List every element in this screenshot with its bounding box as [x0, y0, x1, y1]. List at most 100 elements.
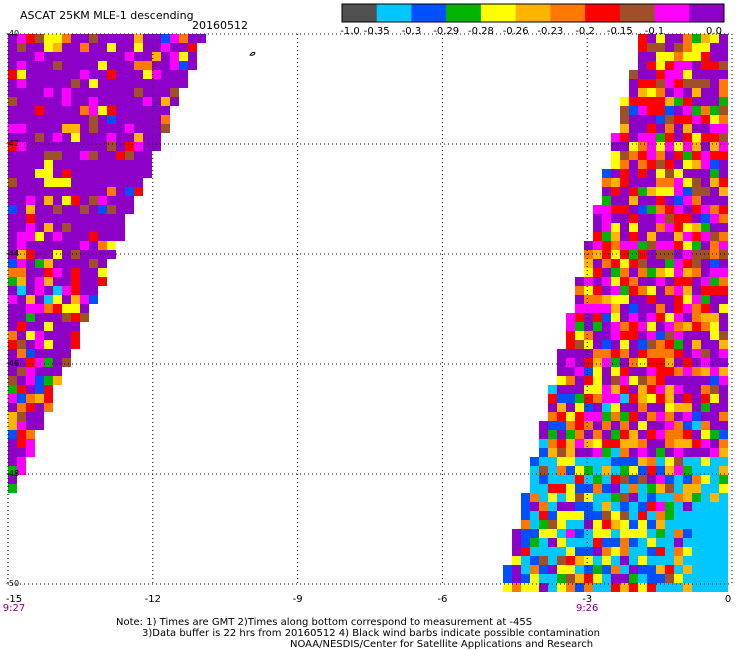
swath-cell: [134, 169, 143, 178]
swath-cell: [620, 430, 629, 439]
swath-cell: [719, 250, 728, 259]
swath-cell: [611, 439, 620, 448]
swath-cell: [692, 511, 701, 520]
swath-cell: [89, 187, 98, 196]
swath-cell: [656, 322, 665, 331]
swath-cell: [620, 349, 629, 358]
swath-cell: [26, 205, 35, 214]
swath-cell: [665, 493, 674, 502]
swath-cell: [548, 538, 557, 547]
swath-cell: [548, 430, 557, 439]
swath-cell: [152, 52, 161, 61]
swath-cell: [629, 529, 638, 538]
time-label: 9:26: [575, 603, 599, 614]
swath-cell: [683, 583, 692, 592]
swath-cell: [575, 304, 584, 313]
swath-cell: [683, 187, 692, 196]
swath-cell: [665, 502, 674, 511]
colorbar-label: -0.35: [363, 26, 390, 37]
swath-cell: [107, 178, 116, 187]
swath-cell: [638, 547, 647, 556]
swath-cell: [26, 106, 35, 115]
swath-cell: [107, 43, 116, 52]
swath-cell: [656, 547, 665, 556]
swath-cell: [638, 529, 647, 538]
swath-cell: [143, 97, 152, 106]
swath-cell: [629, 358, 638, 367]
swath-cell: [26, 268, 35, 277]
swath-cell: [53, 160, 62, 169]
swath-cell: [503, 583, 512, 592]
swath-cell: [26, 322, 35, 331]
swath-cell: [53, 151, 62, 160]
swath-cell: [17, 268, 26, 277]
swath-cell: [638, 349, 647, 358]
swath-cell: [62, 34, 71, 43]
swath-cell: [647, 457, 656, 466]
swath-cell: [26, 97, 35, 106]
swath-cell: [80, 187, 89, 196]
swath-cell: [665, 403, 674, 412]
swath-cell: [638, 196, 647, 205]
swath-cell: [620, 556, 629, 565]
swath-cell: [566, 403, 575, 412]
colorbar-label: -0.29: [433, 26, 460, 37]
swath-cell: [557, 493, 566, 502]
swath-cell: [107, 133, 116, 142]
swath-cell: [566, 538, 575, 547]
swath-cell: [602, 331, 611, 340]
swath-cell: [602, 169, 611, 178]
swath-cell: [557, 475, 566, 484]
swath-cell: [125, 79, 134, 88]
swath-cell: [710, 79, 719, 88]
longitude-label: 0: [724, 594, 732, 605]
swath-cell: [629, 331, 638, 340]
swath-cell: [665, 295, 674, 304]
swath-cell: [107, 250, 116, 259]
swath-cell: [647, 367, 656, 376]
swath-cell: [134, 187, 143, 196]
swath-cell: [80, 142, 89, 151]
swath-cell: [683, 439, 692, 448]
swath-cell: [638, 169, 647, 178]
swath-cell: [710, 529, 719, 538]
swath-cell: [80, 88, 89, 97]
swath-cell: [710, 88, 719, 97]
swath-cell: [170, 70, 179, 79]
island-outline: [249, 51, 256, 56]
swath-cell: [674, 268, 683, 277]
swath-cell: [710, 511, 719, 520]
swath-cell: [620, 295, 629, 304]
swath-cell: [17, 97, 26, 106]
swath-cell: [665, 565, 674, 574]
swath-cell: [638, 367, 647, 376]
swath-cell: [593, 241, 602, 250]
swath-cell: [593, 430, 602, 439]
swath-cell: [584, 529, 593, 538]
swath-cell: [539, 493, 548, 502]
swath-cell: [107, 196, 116, 205]
swath-cell: [143, 34, 152, 43]
longitude-label: -6: [437, 594, 448, 605]
longitude-label: -3: [582, 594, 593, 605]
swath-cell: [719, 322, 728, 331]
swath-cell: [44, 268, 53, 277]
swath-cell: [566, 313, 575, 322]
swath-cell: [44, 151, 53, 160]
swath-cell: [674, 52, 683, 61]
colorbar-swatch: [619, 4, 656, 22]
swath-cell: [71, 331, 80, 340]
swath-cell: [719, 547, 728, 556]
swath-cell: [35, 61, 44, 70]
swath-cell: [710, 547, 719, 556]
swath-cell: [530, 529, 539, 538]
swath-cell: [17, 385, 26, 394]
swath-cell: [683, 250, 692, 259]
swath-cell: [548, 412, 557, 421]
swath-cell: [62, 340, 71, 349]
swath-cell: [89, 241, 98, 250]
swath-cell: [26, 421, 35, 430]
swath-cell: [71, 52, 80, 61]
swath-cell: [35, 421, 44, 430]
swath-cell: [719, 403, 728, 412]
